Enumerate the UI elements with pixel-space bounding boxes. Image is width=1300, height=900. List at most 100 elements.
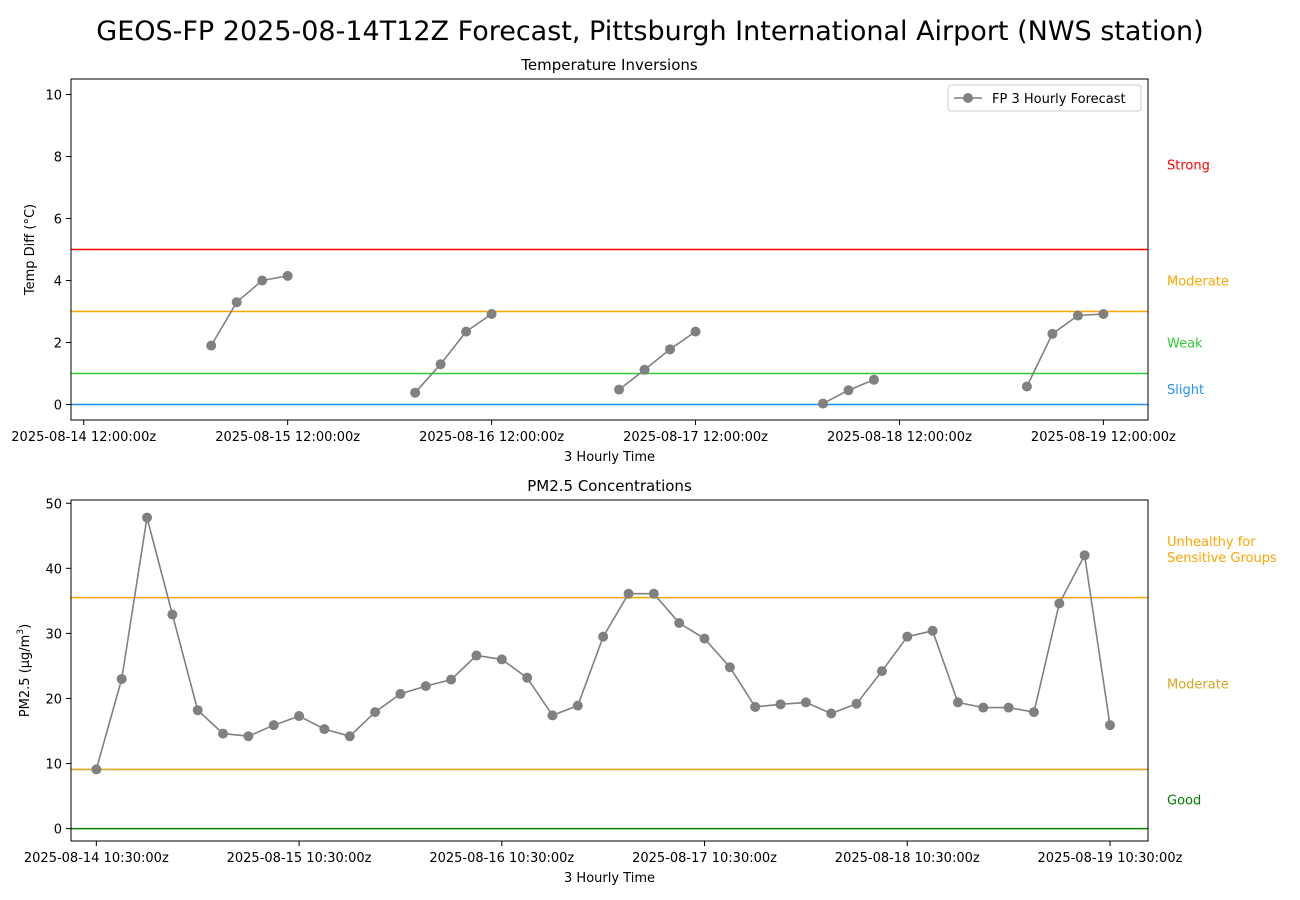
data-point bbox=[1098, 308, 1109, 319]
data-point bbox=[167, 609, 178, 620]
data-point bbox=[370, 707, 381, 718]
threshold-label: Moderate bbox=[1167, 275, 1229, 290]
data-point bbox=[446, 674, 457, 685]
threshold-label: Slight bbox=[1167, 383, 1204, 398]
x-tick-label: 2025-08-18 10:30:00z bbox=[835, 851, 980, 866]
data-point bbox=[268, 720, 279, 731]
data-point bbox=[876, 666, 887, 677]
data-point bbox=[1047, 328, 1058, 339]
x-tick-label: 2025-08-15 12:00:00z bbox=[215, 430, 360, 445]
data-point bbox=[294, 711, 305, 722]
data-point bbox=[826, 708, 837, 719]
series-line bbox=[618, 330, 696, 391]
data-point bbox=[572, 700, 583, 711]
y-tick-label: 8 bbox=[54, 151, 62, 166]
data-point bbox=[547, 710, 558, 721]
threshold-label: Weak bbox=[1167, 337, 1203, 352]
data-point bbox=[344, 731, 355, 742]
temperature-inversions-chart: Temperature Inversions Slight Weak Moderate… bbox=[11, 56, 1229, 465]
data-point bbox=[851, 698, 862, 709]
data-point bbox=[486, 308, 497, 319]
data-point bbox=[952, 697, 963, 708]
data-point bbox=[206, 340, 217, 351]
y-tick-label: 4 bbox=[54, 275, 62, 290]
y-tick-label: 2 bbox=[54, 337, 62, 352]
data-point bbox=[243, 731, 254, 742]
y-tick-label: 20 bbox=[45, 692, 62, 707]
x-tick-label: 2025-08-17 10:30:00z bbox=[632, 851, 777, 866]
data-point bbox=[927, 625, 938, 636]
x-tick-label: 2025-08-19 12:00:00z bbox=[1031, 430, 1176, 445]
series-line bbox=[414, 313, 493, 394]
threshold-label: Strong bbox=[1167, 158, 1210, 173]
data-point bbox=[902, 631, 913, 642]
x-tick-label: 2025-08-14 10:30:00z bbox=[24, 851, 169, 866]
data-point bbox=[690, 326, 701, 337]
data-point bbox=[750, 701, 761, 712]
x-axis-label: 3 Hourly Time bbox=[564, 450, 655, 465]
pm25-concentrations-chart: PM2.5 Concentrations Good Moderate Unhealth… bbox=[16, 477, 1277, 886]
plot-frame bbox=[70, 78, 1149, 421]
data-point bbox=[674, 617, 685, 628]
data-point bbox=[665, 344, 676, 355]
data-point bbox=[817, 398, 828, 409]
data-point bbox=[420, 681, 431, 692]
data-point bbox=[868, 374, 879, 385]
data-point bbox=[843, 385, 854, 396]
y-tick-label: 6 bbox=[54, 213, 62, 228]
x-tick-label: 2025-08-19 10:30:00z bbox=[1038, 851, 1183, 866]
data-point bbox=[461, 326, 472, 337]
series-line bbox=[1026, 313, 1104, 387]
y-tick-label: 0 bbox=[54, 823, 62, 838]
x-tick-label: 2025-08-17 12:00:00z bbox=[623, 430, 768, 445]
data-point bbox=[116, 673, 127, 684]
x-tick-label: 2025-08-16 12:00:00z bbox=[419, 430, 564, 445]
data-point bbox=[192, 705, 203, 716]
data-point bbox=[623, 588, 634, 599]
data-point bbox=[257, 275, 268, 286]
data-point bbox=[699, 633, 710, 644]
data-point bbox=[496, 654, 507, 665]
y-tick-label: 30 bbox=[45, 627, 62, 642]
y-axis-label: Temp Diff (°C) bbox=[23, 204, 38, 296]
data-point bbox=[471, 650, 482, 661]
data-point bbox=[395, 688, 406, 699]
series-line bbox=[210, 275, 288, 347]
data-point bbox=[775, 699, 786, 710]
data-point bbox=[435, 359, 446, 370]
data-point bbox=[648, 588, 659, 599]
data-point bbox=[319, 724, 330, 735]
data-point bbox=[639, 364, 650, 375]
y-tick-label: 10 bbox=[45, 89, 62, 104]
data-point bbox=[522, 672, 533, 683]
data-point bbox=[142, 512, 153, 523]
x-axis-label: 3 Hourly Time bbox=[564, 871, 655, 886]
chart-title: Temperature Inversions bbox=[520, 56, 698, 74]
y-axis-label: PM2.5 (µg/m3) bbox=[16, 624, 33, 717]
y-tick-label: 10 bbox=[45, 758, 62, 773]
data-point bbox=[978, 702, 989, 713]
legend-marker-swatch bbox=[963, 93, 973, 103]
chart-title: PM2.5 Concentrations bbox=[527, 477, 692, 495]
y-tick-label: 40 bbox=[45, 562, 62, 577]
data-point bbox=[614, 384, 625, 395]
data-point bbox=[218, 728, 229, 739]
threshold-label: Good bbox=[1167, 793, 1201, 808]
x-tick-label: 2025-08-16 10:30:00z bbox=[429, 851, 574, 866]
x-tick-label: 2025-08-15 10:30:00z bbox=[227, 851, 372, 866]
data-point bbox=[724, 662, 735, 673]
data-point bbox=[598, 631, 609, 642]
data-point bbox=[1021, 381, 1032, 392]
data-point bbox=[282, 270, 293, 281]
data-point bbox=[1104, 720, 1115, 731]
data-point bbox=[800, 697, 811, 708]
threshold-label: Moderate bbox=[1167, 678, 1229, 693]
data-point bbox=[91, 764, 102, 775]
legend-label: FP 3 Hourly Forecast bbox=[992, 92, 1126, 107]
y-tick-label: 0 bbox=[54, 399, 62, 414]
figure-title: GEOS-FP 2025-08-14T12Z Forecast, Pittsbu… bbox=[96, 16, 1203, 47]
data-point bbox=[231, 297, 242, 308]
plot-frame bbox=[70, 499, 1149, 842]
data-point bbox=[1028, 707, 1039, 718]
